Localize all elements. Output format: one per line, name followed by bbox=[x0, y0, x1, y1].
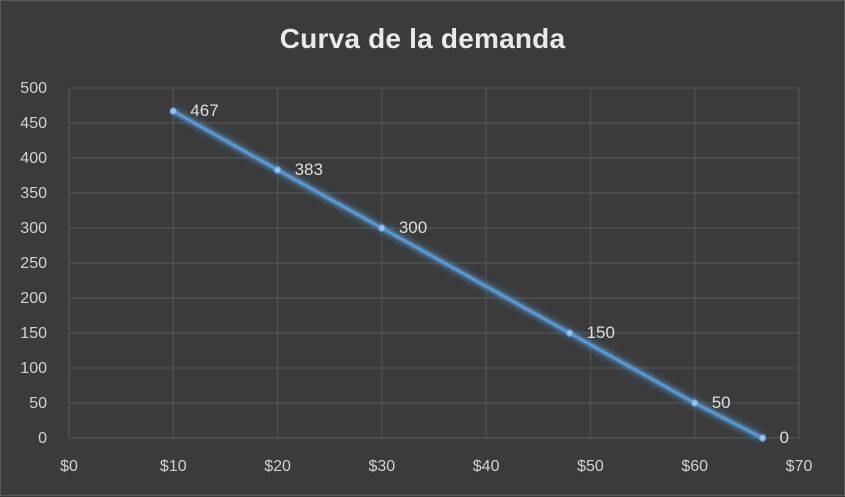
x-tick-label: $30 bbox=[369, 458, 396, 475]
y-tick-label: 50 bbox=[29, 395, 47, 412]
data-label: 50 bbox=[712, 393, 731, 412]
x-tick-label: $10 bbox=[160, 458, 187, 475]
x-tick-label: $60 bbox=[681, 458, 708, 475]
data-point bbox=[378, 224, 386, 232]
y-tick-label: 150 bbox=[20, 325, 47, 342]
x-tick-label: $20 bbox=[264, 458, 291, 475]
y-tick-label: 0 bbox=[38, 430, 47, 447]
series-layer bbox=[171, 108, 764, 441]
data-point bbox=[565, 329, 574, 337]
data-label: 150 bbox=[587, 323, 615, 342]
x-tick-label: $40 bbox=[473, 458, 500, 475]
x-tick-label: $50 bbox=[577, 458, 604, 475]
data-point bbox=[691, 399, 699, 407]
y-tick-label: 100 bbox=[20, 360, 47, 377]
data-label: 467 bbox=[190, 101, 218, 120]
y-tick-label: 450 bbox=[20, 115, 47, 132]
y-tick-label: 300 bbox=[20, 220, 47, 237]
series-line bbox=[172, 109, 764, 440]
y-tick-label: 400 bbox=[20, 150, 47, 167]
y-tick-label: 250 bbox=[20, 255, 47, 272]
data-label: 0 bbox=[780, 428, 789, 447]
x-tick-label: $0 bbox=[60, 458, 78, 475]
y-tick-label: 500 bbox=[20, 80, 47, 97]
data-label: 300 bbox=[399, 218, 427, 237]
point-layer bbox=[169, 107, 767, 442]
grid-layer bbox=[68, 87, 800, 439]
label-layer: 467 383 300 150 50 0 bbox=[190, 101, 789, 447]
x-tick-label: $70 bbox=[786, 458, 813, 475]
data-point bbox=[758, 434, 767, 442]
y-tick-label: 350 bbox=[20, 185, 47, 202]
data-label: 383 bbox=[295, 160, 323, 179]
y-tick-label: 200 bbox=[20, 290, 47, 307]
data-point bbox=[273, 166, 282, 174]
data-point bbox=[169, 107, 177, 115]
chart-title: Curva de la demanda bbox=[279, 23, 566, 54]
